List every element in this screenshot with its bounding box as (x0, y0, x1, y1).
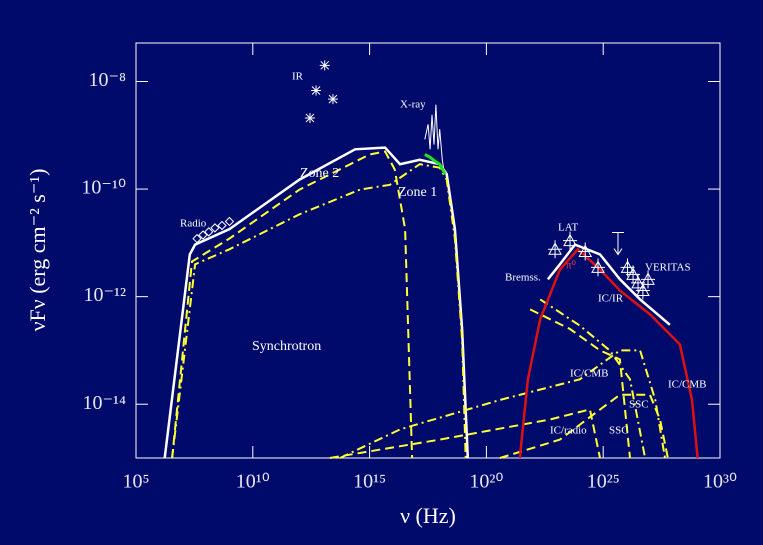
plot-frame (135, 42, 721, 459)
annotation: IR (292, 71, 304, 83)
data-point (591, 258, 606, 277)
data-point (578, 242, 593, 261)
annotations: Radio IR X-ray Zone 2 Zone 1 Synchrotron… (180, 71, 707, 437)
curve (339, 349, 666, 459)
y-tick-label: 10⁻¹² (83, 284, 126, 306)
data-point (192, 233, 202, 244)
annotation: IC/CMB (570, 368, 609, 380)
x-axis-label: ν (Hz) (400, 503, 456, 528)
x-tick-label: 10¹⁵ (353, 471, 386, 493)
data-point (641, 270, 656, 289)
data-point (327, 94, 338, 105)
data-point (319, 60, 330, 71)
annotation: LAT (558, 222, 578, 234)
annotation: VERITAS (645, 262, 691, 274)
curve (424, 153, 447, 175)
annotation: Radio (180, 218, 207, 230)
annotation: Bremss. (505, 272, 541, 284)
x-tick-label: 10²⁵ (587, 471, 620, 493)
curve (171, 150, 414, 459)
x-tick-label: 10³⁰ (703, 471, 737, 493)
annotation: X-ray (400, 99, 426, 111)
y-tick-label: 10⁻¹⁴ (82, 392, 126, 414)
annotation: SSC (609, 425, 629, 437)
curve (499, 393, 669, 459)
curve (529, 308, 631, 459)
data-point (198, 230, 208, 240)
data-point (217, 220, 227, 231)
data-point (311, 85, 322, 96)
data-point (548, 240, 563, 259)
data-point (304, 112, 315, 123)
y-tick-label: 10⁻¹⁰ (81, 177, 126, 199)
data-point (224, 216, 235, 227)
curve (424, 104, 445, 170)
curve (518, 247, 699, 459)
curve (171, 163, 467, 459)
data-point (563, 231, 578, 250)
annotation: SSC (629, 399, 649, 411)
data-point (620, 258, 635, 277)
annotation: IC/radio (550, 425, 587, 437)
annotation: Synchrotron (252, 339, 321, 354)
annotation: Zone 1 (398, 185, 437, 200)
y-tick-label: 10⁻⁸ (88, 69, 126, 91)
data-point (204, 227, 214, 237)
annotation: IC/IR (598, 293, 624, 305)
x-tick-label: 10⁵ (123, 471, 150, 493)
upper-limit (611, 232, 624, 256)
annotation: Zone 2 (300, 166, 339, 181)
curve (329, 408, 601, 459)
y-axis-label: νFν (erg cm⁻² s⁻¹) (25, 169, 50, 332)
annotation: π⁰ (566, 260, 577, 272)
data-point (210, 223, 220, 233)
curve (546, 243, 671, 326)
annotation: IC/CMB (668, 379, 707, 391)
x-tick-label: 10²⁰ (469, 471, 503, 493)
curve (163, 146, 470, 459)
x-tick-label: 10¹⁰ (236, 471, 270, 493)
